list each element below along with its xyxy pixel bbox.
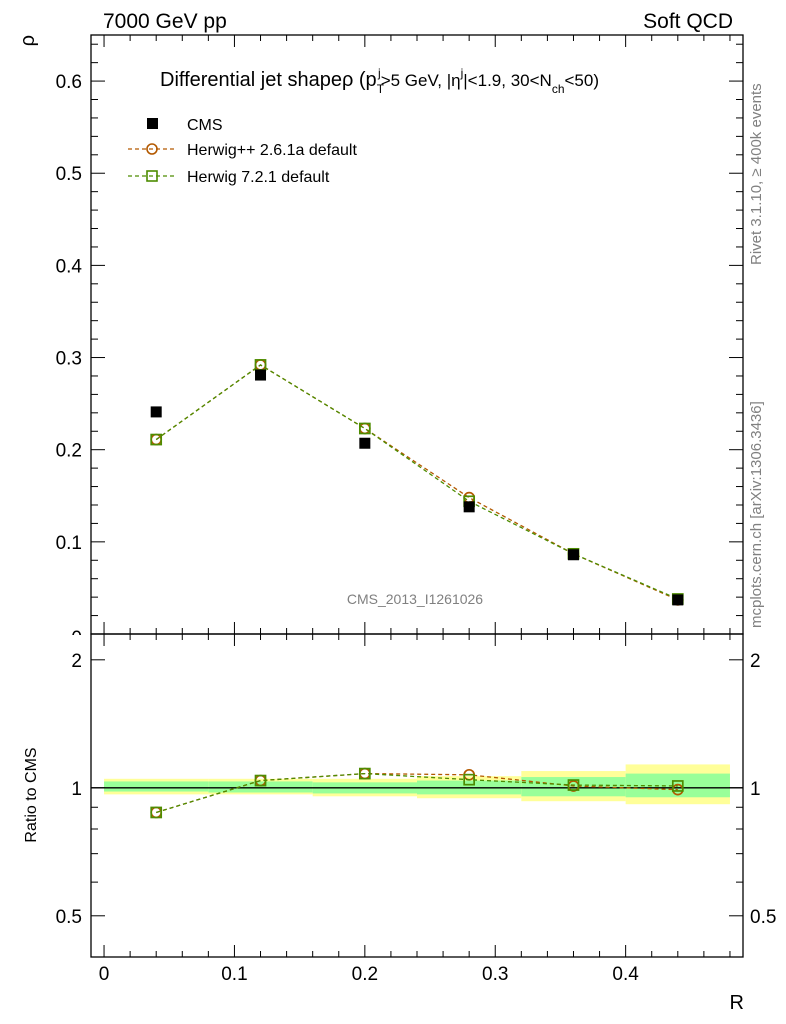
axis-ticks: 00.10.20.30.40.10.20.30.40.50.600.50.511… [56,35,776,985]
ratio-y-tick-label-left-0.5: 0.5 [56,907,82,928]
ratio-herwig-7-2-1-default-point-2 [358,767,371,780]
title-end1: |<1.9, 30<N [463,71,552,90]
ratio-y-axis-label: Ratio to CMS [23,747,40,842]
ratio-y-tick-label-right-0.5: 0.5 [750,907,776,928]
main-herwig-7-2-1-default-point-2 [358,422,371,435]
main-y-tick-label-0.6: 0.6 [56,72,82,93]
ratio-herwig-7-2-1-default-point-1 [254,774,267,787]
main-y-axis-label: ρ [17,35,39,46]
main-cms-point-5 [672,594,684,606]
ratio-band-inner-0 [104,781,209,792]
legend: CMS Herwig++ 2.6.1a default Herwig 7.2.1… [128,117,357,186]
legend-herwig7-label: Herwig 7.2.1 default [187,169,330,186]
main-y-tick-label-0.2: 0.2 [56,441,82,462]
legend-herwig7-marker [146,170,158,182]
main-cms-point-2 [359,437,371,449]
ratio-herwig-7-2-1-default-point-3 [463,773,476,786]
ratio-y-tick-label-left-1: 1 [71,779,82,800]
main-cms-point-1 [255,369,267,381]
mcplots-source-label: mcplots.cern.ch [arXiv:1306.3436] [748,401,765,628]
main-plot-title: Differential jet shapeρ (pTj>5 GeV, |ηj|… [160,66,599,96]
ratio-y-tick-label-left-2: 2 [71,651,82,672]
title-eta-sup: j [460,66,464,80]
main-herwig-2-6-1a-default-line [155,364,679,601]
ratio-herwig-7-2-1-default-point-5 [671,780,684,792]
legend-herwigpp-marker [146,143,158,155]
ratio-herwig-7-2-1-default-point-0 [150,806,163,819]
rivet-version-label: Rivet 3.1.10, ≥ 400k events [748,83,765,265]
main-cms-point-4 [567,549,579,561]
main-herwig-7-2-1-default-point-0 [150,433,163,446]
legend-herwigpp-label: Herwig++ 2.6.1a default [187,142,357,159]
title-mid: >5 GeV, |η [381,71,461,90]
x-tick-label-0.4: 0.4 [612,964,639,985]
main-herwig-7-2-1-default-line [155,364,679,600]
legend-entry-cms: CMS [147,117,223,134]
ratio-band-inner-4 [521,777,626,797]
x-tick-label-0.1: 0.1 [221,964,247,985]
main-y-tick-label-0.5: 0.5 [56,164,82,185]
legend-cms-label: CMS [187,117,223,134]
title-nch-sub: ch [552,82,565,96]
ratio-band-inner-1 [208,781,313,793]
header-right-label: Soft QCD [643,10,733,33]
title-pt-sup: j [377,66,381,80]
ratio-uncertainty-bands [91,764,743,805]
main-y-tick-label-0.1: 0.1 [56,533,82,554]
x-tick-label-0: 0 [99,964,110,985]
legend-entry-herwigpp: Herwig++ 2.6.1a default [128,142,357,159]
main-cms-point-3 [463,501,475,513]
main-y-tick-label-0.3: 0.3 [56,349,82,370]
ratio-y-tick-label-right-2: 2 [750,651,761,672]
x-tick-label-0.3: 0.3 [482,964,508,985]
legend-entry-herwig7: Herwig 7.2.1 default [128,169,330,186]
main-y-tick-label-0.4: 0.4 [56,256,83,277]
ratio-y-tick-label-right-1: 1 [750,779,761,800]
ratio-herwig-7-2-1-default-point-4 [567,779,580,791]
main-cms-point-0 [150,406,162,418]
legend-cms-marker [147,118,158,129]
title-end2: <50) [565,71,600,90]
main-herwig-2-6-1a-default-point-2 [358,422,371,435]
title-pt-sub: T [377,82,385,96]
zero-label-mask [60,635,90,649]
header-left-label: 7000 GeV pp [103,10,227,33]
data-series [150,359,684,819]
title-text: Differential jet shapeρ (p [160,69,377,91]
main-herwig-2-6-1a-default-point-3 [463,491,476,504]
x-tick-label-0.2: 0.2 [352,964,378,985]
svg-text:Differential jet shapeρ (pTj>5: Differential jet shapeρ (pTj>5 GeV, |ηj|… [160,66,599,96]
analysis-id-label: CMS_2013_I1261026 [347,591,483,607]
x-axis-label: R [730,992,744,1014]
